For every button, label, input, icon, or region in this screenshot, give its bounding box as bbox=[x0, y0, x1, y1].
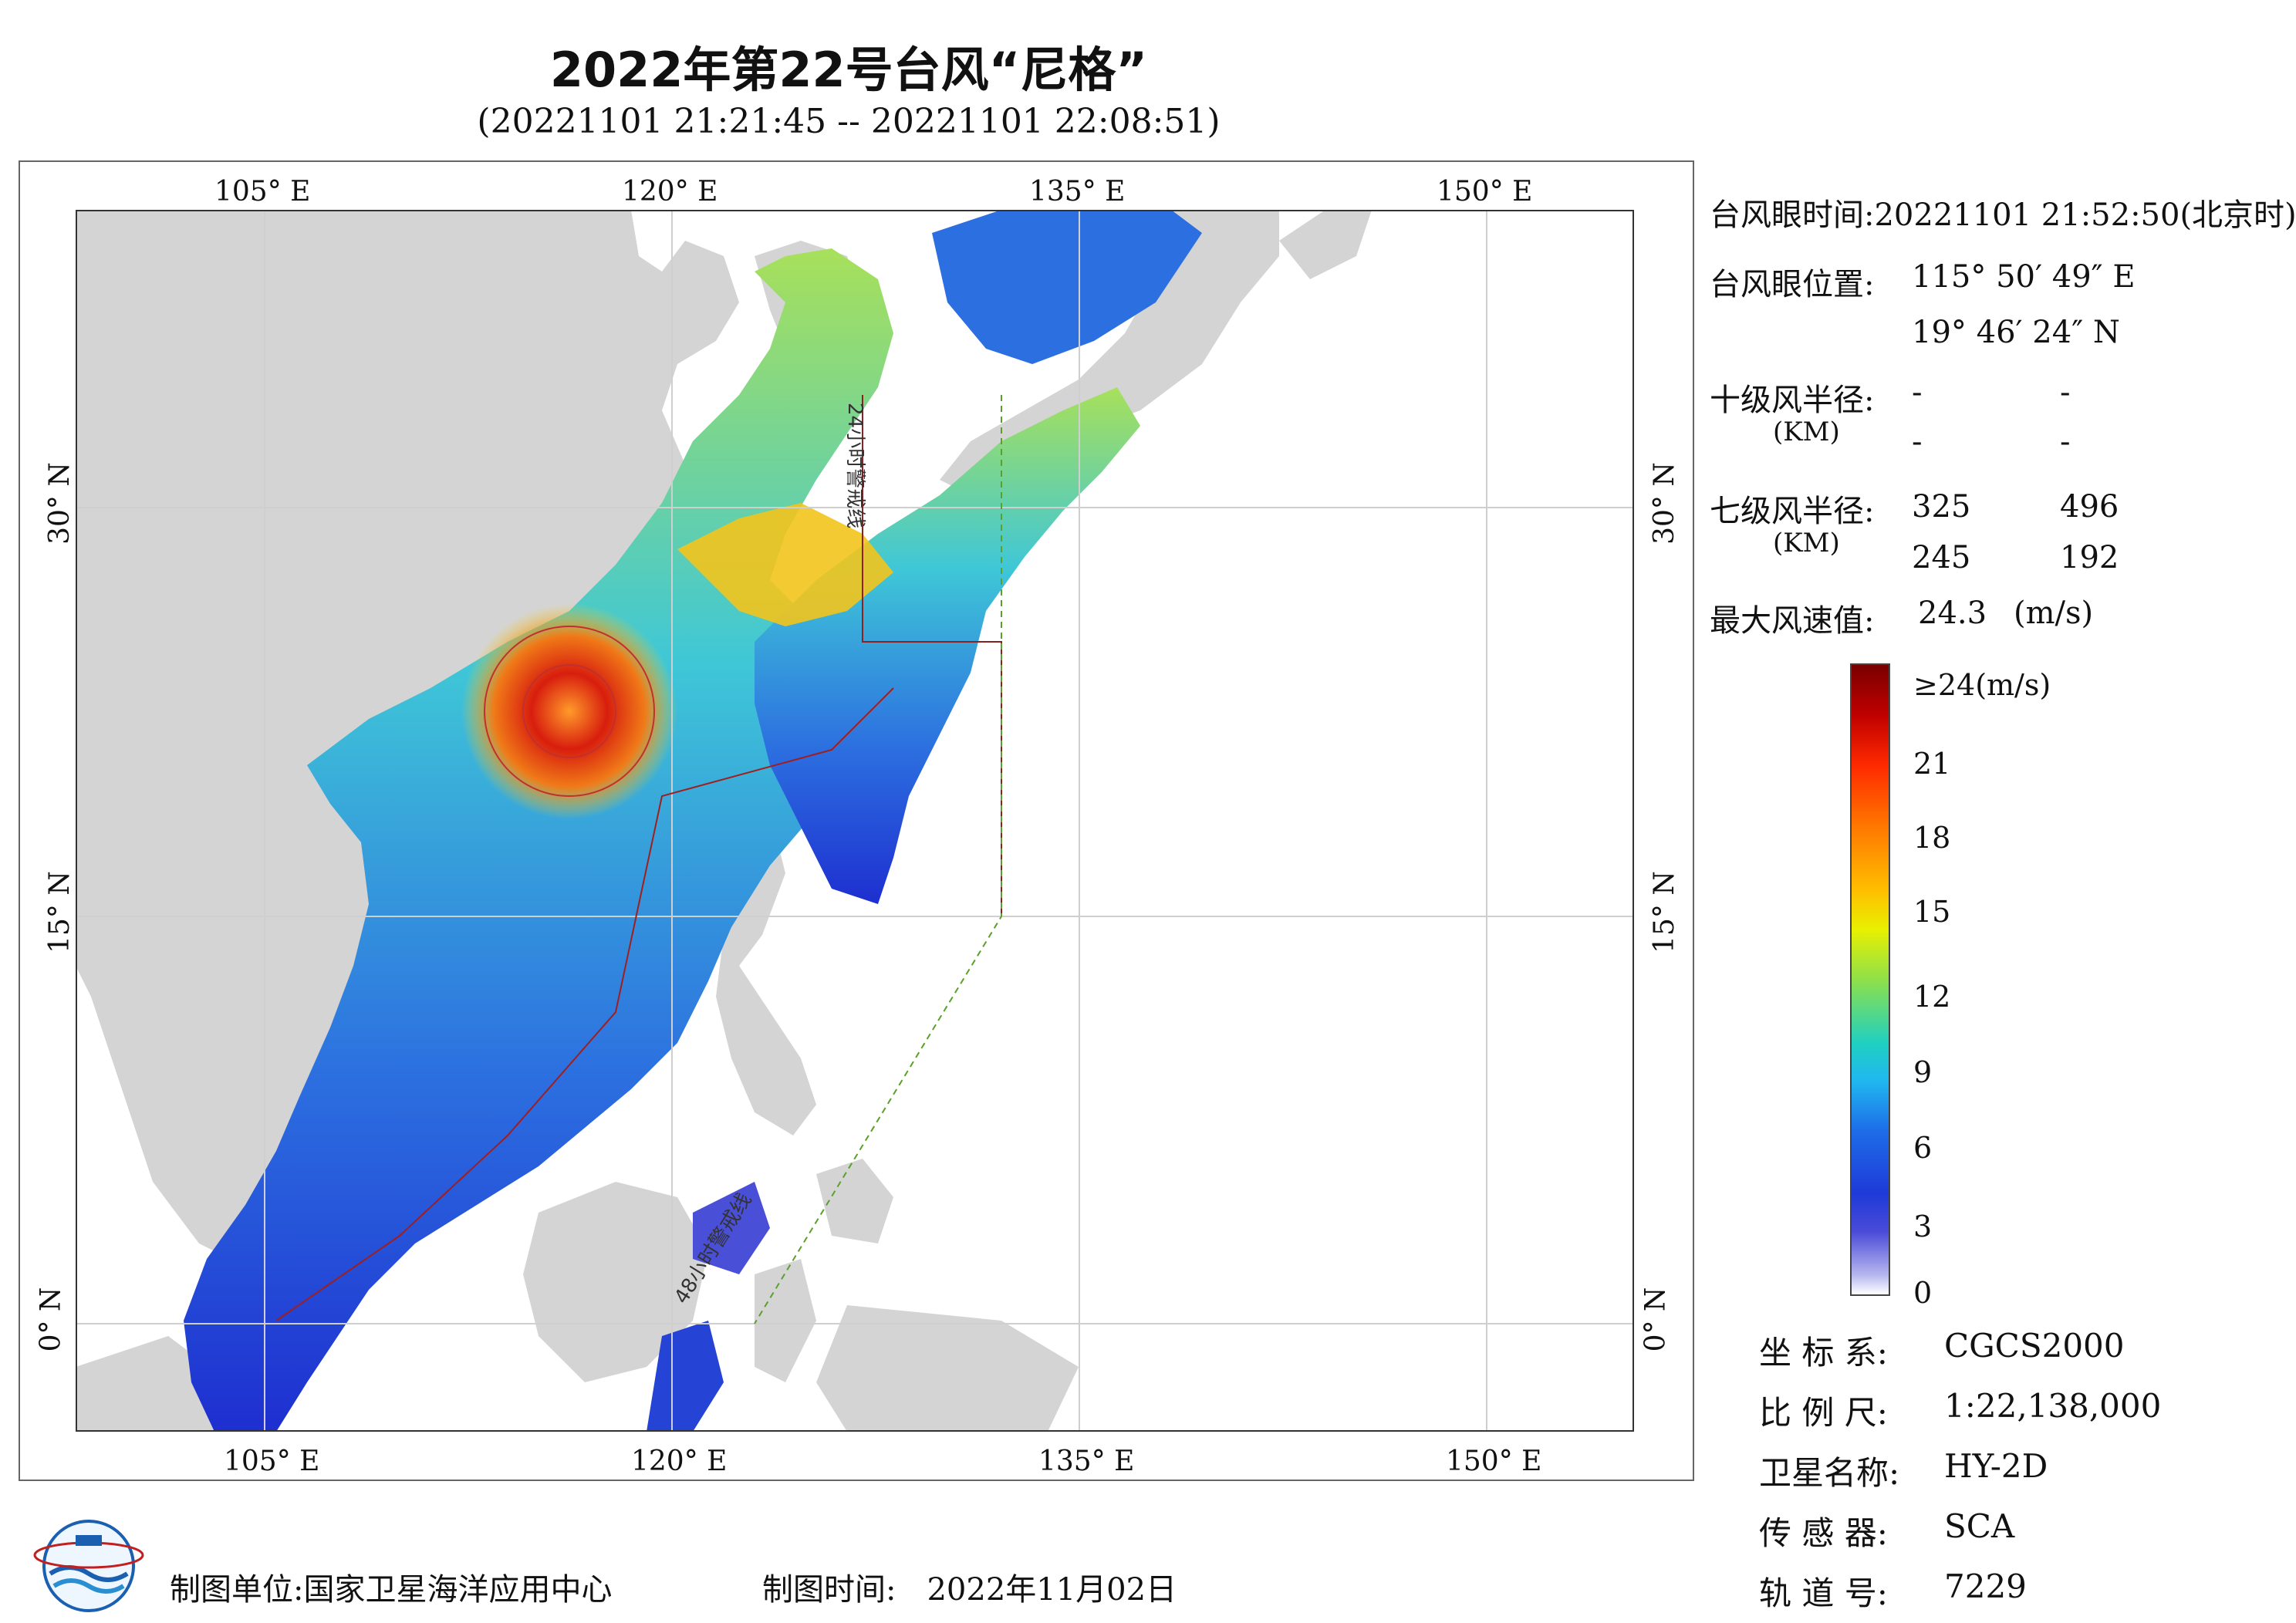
satellite-value: HY-2D bbox=[1944, 1447, 2048, 1485]
lon-top-105: 105° E bbox=[214, 176, 311, 208]
eye-lat: 19° 46′ 24″ N bbox=[1912, 315, 2120, 350]
eye-time-label: 台风眼时间: bbox=[1710, 197, 1875, 233]
colorbar-tick-9: 9 bbox=[1913, 1055, 1933, 1089]
lon-top-135: 135° E bbox=[1029, 176, 1126, 208]
map-border bbox=[76, 210, 1634, 1432]
r10-value-nw: - bbox=[2060, 424, 2071, 460]
graticule bbox=[76, 210, 1634, 1432]
colorbar-tick-21: 21 bbox=[1913, 747, 1951, 781]
warning-line-48h bbox=[754, 395, 1002, 1324]
lon-bottom-105: 105° E bbox=[224, 1446, 320, 1477]
date-label: 制图时间: bbox=[762, 1572, 896, 1608]
r10-label: 十级风半径: bbox=[1710, 383, 1875, 418]
map-frame bbox=[19, 160, 1694, 1481]
lon-bottom-135: 135° E bbox=[1038, 1446, 1135, 1477]
colorbar-tick-15: 15 bbox=[1913, 895, 1951, 929]
crs-value: CGCS2000 bbox=[1944, 1327, 2125, 1365]
max-wind-unit: (m/s) bbox=[2014, 596, 2094, 631]
lon-top-150: 150° E bbox=[1437, 176, 1533, 208]
crs-label: 坐 标 系: bbox=[1759, 1334, 1888, 1372]
colorbar-tick-0: 0 bbox=[1913, 1276, 1933, 1310]
satellite-label: 卫星名称: bbox=[1759, 1454, 1900, 1492]
lat-left-30: 30° N bbox=[43, 462, 76, 545]
colorbar-top-label: ≥24(m/s) bbox=[1913, 668, 2051, 702]
warning-24h-label: 24小时警戒线 bbox=[843, 403, 866, 528]
maker-value: 国家卫星海洋应用中心 bbox=[303, 1572, 613, 1608]
colorbar-tick-18: 18 bbox=[1913, 821, 1951, 855]
lon-bottom-120: 120° E bbox=[631, 1446, 728, 1477]
r7-value-nw: 192 bbox=[2060, 540, 2119, 575]
scale-value: 1:22,138,000 bbox=[1944, 1387, 2162, 1425]
footer-date: 制图时间: 2022年11月02日 bbox=[762, 1564, 1177, 1609]
sensor-label: 传 感 器: bbox=[1759, 1514, 1888, 1552]
wind-radius-ring bbox=[484, 626, 655, 797]
max-wind-value: 24.3 bbox=[1918, 596, 1987, 631]
orbit-value: 7229 bbox=[1944, 1567, 2027, 1605]
r7-unit: (KM) bbox=[1773, 528, 1840, 558]
lon-bottom-150: 150° E bbox=[1446, 1446, 1542, 1477]
metadata-block: 坐 标 系: CGCS2000 比 例 尺: 1:22,138,000 卫星名称… bbox=[1759, 1327, 2284, 1620]
wind-swath bbox=[184, 210, 1202, 1432]
typhoon-info-panel: 台风眼时间:20221101 21:52:50(北京时) 台风眼位置: 115°… bbox=[1710, 185, 2296, 648]
nsoas-logo-icon bbox=[33, 1520, 144, 1612]
eye-lon: 115° 50′ 49″ E bbox=[1912, 259, 2136, 295]
maker-label: 制图单位: bbox=[170, 1572, 304, 1608]
lat-right-0: 0° N bbox=[1639, 1287, 1672, 1352]
wind-radius-ring bbox=[522, 664, 616, 758]
scale-label: 比 例 尺: bbox=[1759, 1394, 1888, 1432]
lat-right-30: 30° N bbox=[1648, 462, 1680, 545]
lon-top-120: 120° E bbox=[622, 176, 718, 208]
colorbar-tick-6: 6 bbox=[1913, 1131, 1933, 1165]
map-subtitle: (20221101 21:21:45 -- 20221101 22:08:51) bbox=[477, 102, 1221, 141]
date-value: 2022年11月02日 bbox=[927, 1572, 1177, 1608]
wind-speed-colorbar bbox=[1850, 663, 1890, 1296]
r7-value-se: 496 bbox=[2060, 489, 2119, 525]
r10-unit: (KM) bbox=[1773, 417, 1840, 447]
colorbar-tick-12: 12 bbox=[1913, 980, 1951, 1014]
eye-time-value: 20221101 21:52:50(北京时) bbox=[1874, 197, 2296, 233]
r7-value-sw: 245 bbox=[1912, 540, 1971, 575]
r7-label: 七级风半径: bbox=[1710, 494, 1875, 529]
typhoon-track bbox=[275, 687, 894, 1321]
r10-value-sw: - bbox=[1912, 424, 1923, 460]
r7-value-ne: 325 bbox=[1912, 489, 1971, 525]
sensor-value: SCA bbox=[1944, 1507, 2015, 1545]
r10-value-se: - bbox=[2060, 375, 2071, 410]
colorbar-tick-3: 3 bbox=[1913, 1210, 1933, 1243]
orbit-label: 轨 道 号: bbox=[1759, 1574, 1888, 1612]
max-wind-label: 最大风速值: bbox=[1710, 603, 1875, 639]
map-title: 2022年第22号台风“尼格” bbox=[549, 42, 1148, 98]
footer-maker: 制图单位:国家卫星海洋应用中心 bbox=[170, 1564, 612, 1609]
lat-right-15: 15° N bbox=[1648, 871, 1680, 953]
lat-left-0: 0° N bbox=[35, 1287, 67, 1352]
eye-pos-label: 台风眼位置: bbox=[1710, 267, 1875, 302]
typhoon-wind-map: 24小时警戒线 48小时警戒线 bbox=[76, 210, 1634, 1432]
lat-left-15: 15° N bbox=[43, 871, 76, 953]
r10-value-ne: - bbox=[1912, 375, 1923, 410]
